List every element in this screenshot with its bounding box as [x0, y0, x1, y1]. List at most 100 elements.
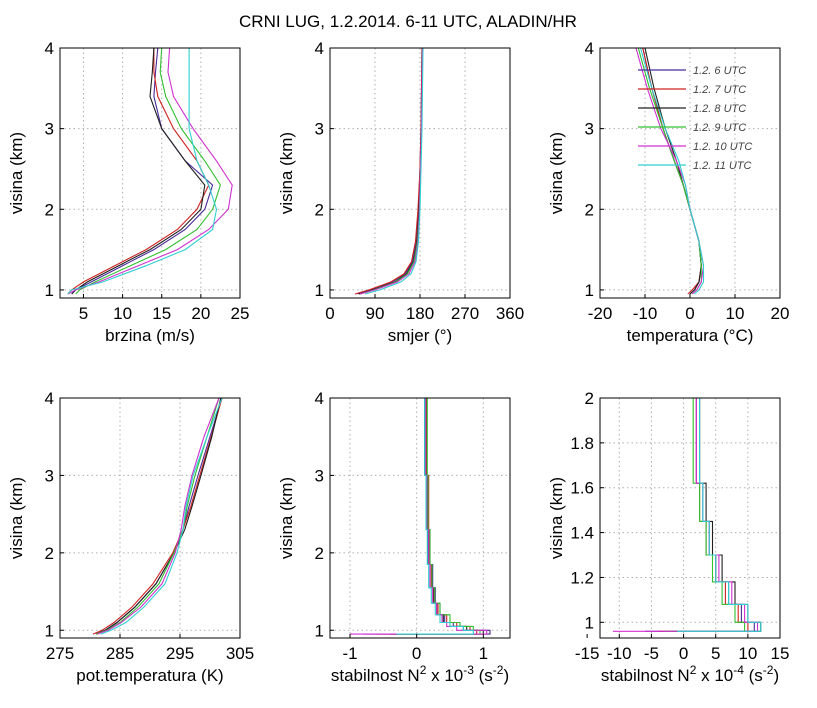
- x-tick-label: -10: [633, 304, 658, 323]
- y-tick-label: 3: [45, 120, 54, 139]
- y-tick-value: 4: [45, 389, 54, 408]
- y-axis-label: visina (km): [277, 132, 296, 214]
- y-tick-label: 3: [45, 466, 54, 485]
- x-axis-label-exp: -3: [463, 663, 474, 677]
- x-tick-value: 5: [79, 304, 88, 323]
- legend-entry-3: 1.2. 8 UTC: [693, 103, 746, 115]
- series-line-5: [97, 398, 220, 635]
- y-tick-value: 1: [315, 281, 324, 300]
- y-tick-label: 3: [315, 120, 324, 139]
- x-axis-label: brzina (m/s): [105, 326, 195, 345]
- series-line-6: [639, 48, 705, 295]
- x-tick-label: 25: [231, 304, 250, 323]
- legend-entry-text: 1.2. 7 UTC: [693, 84, 746, 96]
- panel-1: 5 10 15 20 25 1 2 3 4 brzina (m/s) visina (km): [7, 39, 249, 345]
- legend-entry-text: 1.2. 9 UTC: [693, 122, 746, 134]
- y-tick-value: 1.8: [570, 434, 594, 453]
- y-axis-label-text: visina (km): [277, 477, 296, 559]
- legend-entry-text: 1.2. 10 UTC: [693, 141, 752, 153]
- x-tick-value: 285: [106, 644, 134, 663]
- x-axis-label-unit-exp: -2: [493, 663, 504, 677]
- x-tick-label: -10: [607, 644, 632, 663]
- panel-2: 0 90 180 270 360 1 2 3 4 smjer (°) visina (km): [277, 39, 524, 345]
- x-axis-label-end: ): [503, 666, 509, 685]
- y-tick-value: 1: [315, 621, 324, 640]
- x-axis-label-mid: x 10: [696, 666, 733, 685]
- series-line-3: [95, 398, 222, 635]
- x-tick-label: 285: [106, 644, 134, 663]
- x-tick-value: 0: [412, 644, 421, 663]
- y-tick-value: 4: [45, 39, 54, 58]
- legend-entry-1: 1.2. 6 UTC: [693, 65, 746, 77]
- y-tick-label: 2: [45, 200, 54, 219]
- y-axis-label: visina (km): [7, 477, 26, 559]
- x-axis-label-sup: 2: [420, 663, 427, 677]
- legend-entry-2: 1.2. 7 UTC: [693, 84, 746, 96]
- series-line-1: [95, 398, 223, 635]
- y-tick-value: 4: [315, 389, 324, 408]
- legend-entry-text: 1.2. 11 UTC: [693, 160, 752, 172]
- x-tick-label: 180: [406, 304, 434, 323]
- y-tick-label: 1.8: [570, 434, 594, 453]
- y-tick-label: 1: [585, 281, 594, 300]
- y-axis-label-text: visina (km): [7, 132, 26, 214]
- x-axis-label-text: stabilnost N: [601, 666, 690, 685]
- y-tick-label: 2: [585, 389, 594, 408]
- x-tick-value: -10: [633, 304, 658, 323]
- series-line-5: [350, 398, 488, 635]
- x-tick-label: 295: [166, 644, 194, 663]
- y-tick-value: 4: [315, 39, 324, 58]
- y-tick-label: 3: [585, 120, 594, 139]
- y-tick-value: 1.6: [570, 479, 594, 498]
- y-tick-value: 1: [45, 621, 54, 640]
- x-tick-value: 10: [726, 304, 745, 323]
- x-tick-label: 10: [738, 644, 757, 663]
- series-line-6: [364, 48, 424, 295]
- figure-title: CRNI LUG, 1.2.2014. 6-11 UTC, ALADIN/HR: [239, 12, 577, 31]
- x-tick-value: 20: [771, 304, 790, 323]
- x-tick-label: 90: [366, 304, 385, 323]
- y-tick-value: 2: [315, 544, 324, 563]
- y-tick-label: 2: [315, 544, 324, 563]
- x-tick-value: 270: [451, 304, 479, 323]
- x-axis-label-exp: -4: [733, 663, 744, 677]
- x-tick-value: -5: [644, 644, 659, 663]
- x-axis-label: stabilnost N2 x 10-4 (s-2): [601, 663, 779, 685]
- y-tick-value: 2: [45, 200, 54, 219]
- x-tick-label: 0: [325, 304, 334, 323]
- y-tick-value: 1: [45, 281, 54, 300]
- x-tick-label: 1: [479, 644, 488, 663]
- y-tick-label: 2: [45, 544, 54, 563]
- series-line-2: [354, 48, 423, 295]
- y-axis-label: visina (km): [547, 132, 566, 214]
- axes-frame: [329, 397, 511, 639]
- series-line-6: [100, 398, 223, 635]
- y-tick-value: 1.2: [570, 568, 594, 587]
- x-tick-label: 5: [79, 304, 88, 323]
- x-axis-label-text: smjer (°): [388, 326, 452, 345]
- panel-3: -20 -10 0 10 20 1 2 3 4 temperatura (°C) visina (k…: [547, 39, 789, 345]
- x-tick-label: 360: [496, 304, 524, 323]
- x-tick-value: 15: [771, 644, 790, 663]
- y-axis-label: visina (km): [277, 477, 296, 559]
- legend-entry-text: 1.2. 6 UTC: [693, 65, 746, 77]
- x-tick-value: 90: [366, 304, 385, 323]
- x-tick-label: 5: [711, 644, 720, 663]
- x-tick-label: 20: [771, 304, 790, 323]
- x-tick-value: 5: [711, 644, 720, 663]
- y-tick-value: 1.4: [570, 524, 594, 543]
- y-tick-label: 1.6: [570, 479, 594, 498]
- y-axis-label-text: visina (km): [277, 132, 296, 214]
- x-tick-label: -1: [342, 644, 357, 663]
- y-tick-label: 4: [585, 39, 594, 58]
- y-tick-label: 2: [315, 200, 324, 219]
- y-tick-value: 4: [585, 39, 594, 58]
- series-line-6: [67, 48, 218, 295]
- x-tick-value: 180: [406, 304, 434, 323]
- y-tick-label: 4: [315, 389, 324, 408]
- y-tick-label: 2: [585, 200, 594, 219]
- y-tick-value: 3: [585, 120, 594, 139]
- x-axis-label-text: stabilnost N: [331, 666, 420, 685]
- x-tick-value: 295: [166, 644, 194, 663]
